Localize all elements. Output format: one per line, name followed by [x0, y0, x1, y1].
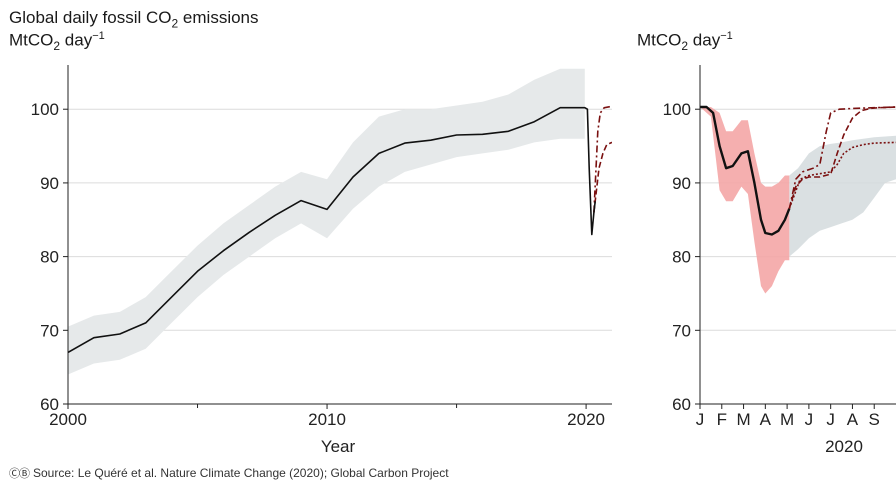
- right-scenario-line-0: [788, 106, 896, 209]
- right-x-tick-label-7: A: [847, 410, 859, 429]
- source-text: Source: Le Quéré et al. Nature Climate C…: [33, 466, 449, 480]
- left-x-tick-label-1: 2010: [308, 410, 346, 429]
- left-y-tick-label-100: 100: [31, 100, 59, 119]
- right-x-tick-label-3: A: [760, 410, 772, 429]
- right-x-axis-title: 2020: [825, 437, 863, 456]
- right-y-tick-label-70: 70: [672, 321, 691, 340]
- right-scenario-line-1: [788, 106, 896, 209]
- right-y-tick-label-100: 100: [663, 100, 691, 119]
- right-y-tick-label-80: 80: [672, 248, 691, 267]
- left-y-tick-label-70: 70: [40, 321, 59, 340]
- left-scenario-line-1: [593, 141, 612, 213]
- right-confinement-band: [700, 107, 790, 294]
- right-x-tick-label-1: F: [717, 410, 727, 429]
- left-y-tick-label-80: 80: [40, 248, 59, 267]
- left-scenario-line-0: [593, 105, 612, 213]
- left-plot-body: [68, 68, 612, 375]
- left-x-tick-label-0: 2000: [49, 410, 87, 429]
- left-uncertainty-band: [68, 68, 585, 375]
- right-y-axis-label: MtCO2 day−1: [637, 30, 733, 54]
- chart-title: Global daily fossil CO2 emissions: [9, 8, 259, 31]
- right-x-tick-label-2: M: [736, 410, 750, 429]
- left-series-line-0: [68, 106, 596, 354]
- left-y-axis-label: MtCO2 day−1: [9, 30, 105, 54]
- right-series-line-0: [700, 105, 791, 236]
- right-x-tick-label-5: J: [805, 410, 814, 429]
- left-x-tick-label-2: 2020: [567, 410, 605, 429]
- right-plot-body: [700, 105, 896, 294]
- right-x-tick-label-6: J: [826, 410, 835, 429]
- creative-commons-icon: ⒸⒷ: [9, 468, 30, 480]
- left-panel: 60 70 80 90 100 2000 2010 2020 Year: [31, 65, 612, 456]
- right-recovery-band: [789, 135, 896, 257]
- left-y-tick-label-90: 90: [40, 174, 59, 193]
- right-x-tick-label-4: M: [780, 410, 794, 429]
- right-scenario-line-2: [788, 141, 896, 209]
- right-x-tick-label-0: J: [696, 410, 705, 429]
- right-y-tick-label-60: 60: [672, 395, 691, 414]
- right-y-tick-label-90: 90: [672, 174, 691, 193]
- source-note: ⒸⒷ Source: Le Quéré et al. Nature Climate…: [9, 465, 449, 481]
- left-y-tick-label-60: 60: [40, 395, 59, 414]
- left-x-axis-title: Year: [321, 437, 356, 456]
- right-x-tick-label-8: S: [869, 410, 880, 429]
